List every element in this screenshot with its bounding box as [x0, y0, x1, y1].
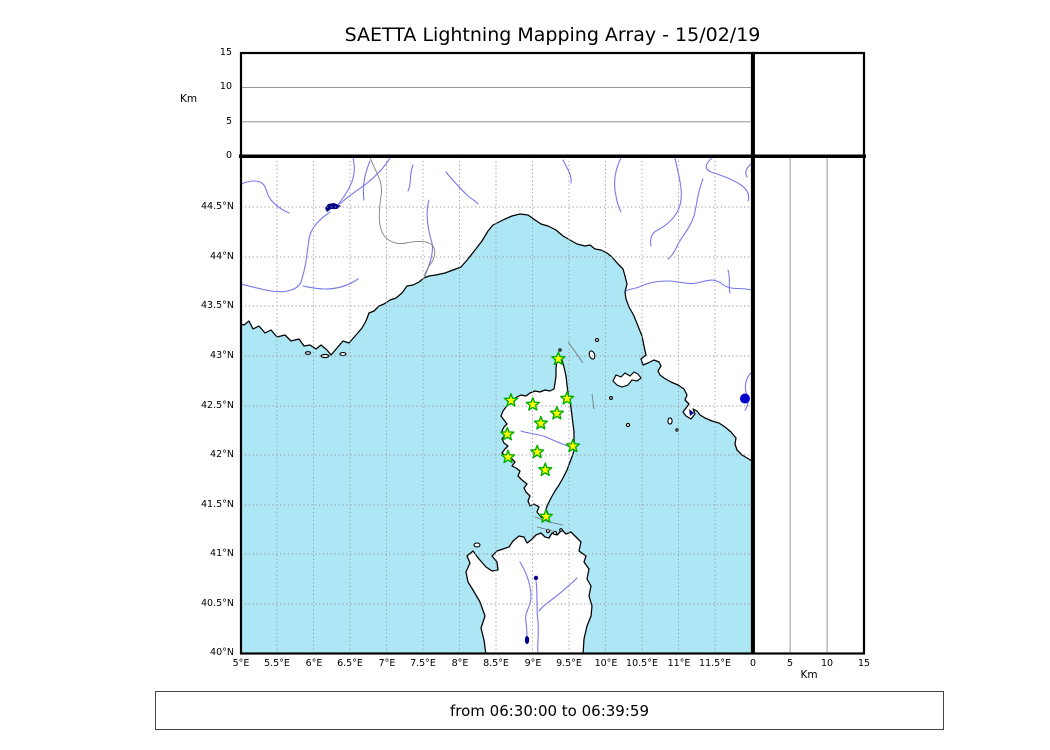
map-panel — [239, 155, 754, 655]
altitude-longitude-panel — [239, 51, 754, 158]
km-axis-label: Km — [800, 669, 818, 681]
gorgona-island — [594, 337, 600, 343]
france-italy-border — [369, 156, 436, 280]
elba-island — [612, 371, 642, 388]
km-tick: 10 — [820, 658, 834, 669]
orbetello-lagoon — [689, 409, 694, 416]
km-tick: 0 — [749, 658, 757, 669]
giglio-island — [667, 417, 673, 425]
lon-tick: 9.5°E — [556, 658, 582, 669]
asinara-island — [473, 542, 481, 548]
lon-tick: 5°E — [232, 658, 250, 669]
page-title: SAETTA Lightning Mapping Array - 15/02/1… — [344, 24, 761, 46]
mainland-coastline — [241, 156, 752, 462]
lakes — [325, 203, 694, 644]
embiez-island — [304, 351, 312, 355]
km-tick: 5 — [786, 658, 794, 669]
port-cros-island — [339, 351, 347, 357]
alt-tick-15: 15 — [219, 47, 232, 58]
km-tick: 15 — [857, 658, 871, 669]
altitude-latitude-panel — [752, 155, 866, 655]
lon-tick: 9°E — [524, 658, 542, 669]
vhf-source-dot — [739, 393, 750, 404]
lon-tick: 8°E — [451, 658, 469, 669]
capraia-island — [588, 350, 596, 360]
maddalena-islet-2 — [552, 530, 558, 536]
lon-tick: 8.5°E — [483, 658, 509, 669]
map-graticule — [241, 157, 752, 653]
lat-tick: 41.5°N — [200, 499, 234, 510]
lon-tick: 6°E — [305, 658, 323, 669]
lat-tick: 43.5°N — [200, 300, 234, 311]
maddalena-islet-3 — [559, 528, 563, 532]
giraglia-islet — [558, 348, 562, 352]
lat-tick: 42°N — [210, 449, 234, 460]
corner-panel — [752, 51, 866, 158]
lon-tick: 11.5°E — [699, 658, 731, 669]
lon-tick: 10.5°E — [626, 658, 658, 669]
giannutri-island — [675, 428, 679, 432]
lon-tick: 5.5°E — [264, 658, 290, 669]
lat-tick: 44.5°N — [200, 201, 234, 212]
lon-tick: 7.5°E — [410, 658, 436, 669]
pianosa-island — [609, 396, 613, 400]
lon-tick: 11°E — [667, 658, 691, 669]
lon-tick: 6.5°E — [337, 658, 363, 669]
lon-tick: 7°E — [378, 658, 396, 669]
sardinia-lake-2 — [524, 636, 530, 644]
montecristo-island — [625, 422, 631, 428]
vhf-sources-layer — [739, 393, 750, 404]
sardinia-lake-1 — [533, 575, 539, 581]
alt-tick-5: 5 — [225, 116, 232, 127]
lat-tick: 40°N — [210, 647, 234, 658]
alt-tick-0: 0 — [225, 150, 232, 161]
time-range-box: from 06:30:00 to 06:39:59 — [155, 691, 944, 730]
lat-tick: 44°N — [210, 251, 234, 262]
serre-poncon-lake — [325, 203, 341, 212]
lat-tick: 40.5°N — [200, 598, 234, 609]
porquerolles-island — [320, 353, 330, 359]
sardinia-coastline — [465, 529, 593, 654]
time-range-text: from 06:30:00 to 06:39:59 — [449, 701, 649, 720]
lat-tick: 43°N — [210, 350, 234, 361]
altitude-axis-label: Km — [180, 93, 198, 105]
lat-tick: 41°N — [210, 548, 234, 559]
alt-tick-10: 10 — [219, 81, 232, 92]
lat-tick: 42.5°N — [200, 400, 234, 411]
lon-tick: 10°E — [594, 658, 618, 669]
